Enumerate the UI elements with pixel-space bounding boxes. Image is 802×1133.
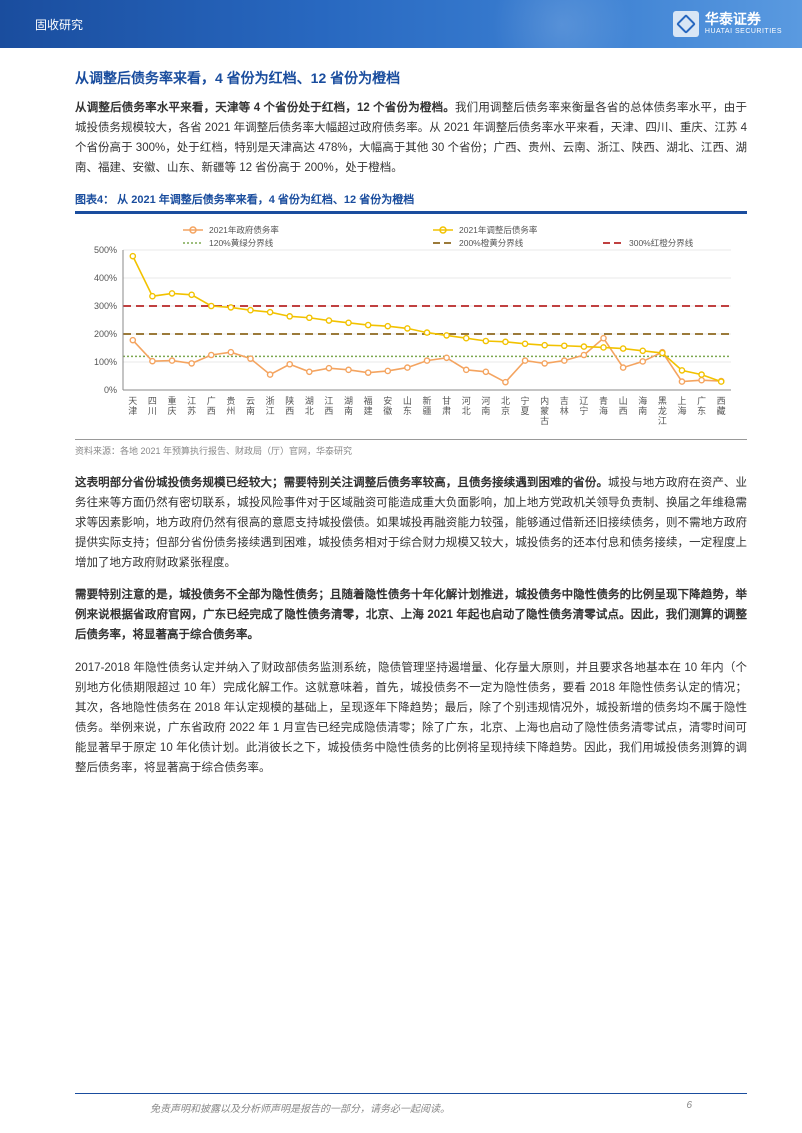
svg-text:宁: 宁 [521, 395, 530, 406]
para3-text: 需要特别注意的是，城投债务不全部为隐性债务；且随着隐性债务十年化解计划推进，城投… [75, 589, 747, 641]
logo-icon [673, 11, 699, 37]
svg-text:黑: 黑 [658, 396, 667, 406]
svg-text:重: 重 [168, 395, 177, 406]
svg-text:西: 西 [207, 406, 216, 416]
svg-text:北: 北 [462, 406, 471, 416]
company-name-en: HUATAI SECURITIES [705, 28, 782, 36]
svg-text:辽: 辽 [579, 396, 588, 406]
svg-text:天: 天 [128, 396, 137, 406]
svg-text:南: 南 [638, 405, 647, 416]
paragraph-4: 2017-2018 年隐性债务认定并纳入了财政部债务监测系统，隐债管理坚持遏增量… [75, 658, 747, 779]
svg-text:藏: 藏 [717, 405, 726, 416]
svg-text:京: 京 [501, 405, 510, 416]
svg-text:徽: 徽 [383, 405, 392, 416]
svg-text:500%: 500% [94, 245, 117, 255]
svg-text:古: 古 [540, 415, 549, 426]
svg-text:州: 州 [226, 406, 235, 416]
svg-text:西: 西 [619, 406, 628, 416]
svg-text:河: 河 [462, 395, 471, 406]
page-content: 从调整后债务率来看，4 省份为红档、12 省份为橙档 从调整后债务率水平来看，天… [0, 48, 802, 800]
svg-text:疆: 疆 [422, 406, 431, 416]
svg-text:海: 海 [638, 395, 647, 406]
svg-text:青: 青 [599, 395, 608, 406]
svg-text:肃: 肃 [442, 405, 451, 416]
page-number: 6 [686, 1100, 692, 1115]
svg-text:200%: 200% [94, 329, 117, 339]
svg-text:2021年调整后债务率: 2021年调整后债务率 [459, 225, 538, 235]
svg-text:西: 西 [285, 406, 294, 416]
svg-text:南: 南 [344, 405, 353, 416]
svg-text:河: 河 [481, 395, 490, 406]
svg-text:蒙: 蒙 [540, 405, 549, 416]
para2-bold: 这表明部分省份城投债务规模已经较大；需要特别关注调整后债务率较高，且债务接续遇到… [75, 477, 608, 489]
svg-text:内: 内 [540, 395, 549, 406]
svg-text:江: 江 [266, 406, 275, 416]
svg-text:东: 东 [403, 405, 412, 416]
svg-text:吉: 吉 [560, 396, 569, 406]
chart-container: 2021年政府债务率 2021年调整后债务率 120%黄绿分界线 200%橙黄分界线 3… [75, 211, 747, 440]
svg-text:上: 上 [677, 396, 686, 406]
svg-text:宁: 宁 [579, 405, 588, 416]
svg-text:湖: 湖 [305, 396, 314, 406]
svg-text:120%黄绿分界线: 120%黄绿分界线 [209, 238, 274, 248]
svg-text:川: 川 [148, 406, 157, 416]
svg-text:苏: 苏 [187, 405, 196, 416]
page-header: 固收研究 华泰证券 HUATAI SECURITIES [0, 0, 802, 48]
doc-category: 固收研究 [35, 16, 83, 33]
svg-text:200%橙黄分界线: 200%橙黄分界线 [459, 238, 524, 248]
svg-text:山: 山 [619, 396, 628, 406]
svg-text:山: 山 [403, 396, 412, 406]
svg-text:广: 广 [697, 395, 706, 406]
chart-title: 图表4： 从 2021 年调整后债务率来看，4 省份为红档、12 省份为橙档 [75, 191, 747, 207]
chart-source: 资料来源：各地 2021 年预算执行报告、财政局（厅）官网，华泰研究 [75, 444, 747, 457]
svg-text:广: 广 [207, 395, 216, 406]
svg-text:湖: 湖 [344, 396, 353, 406]
svg-text:2021年政府债务率: 2021年政府债务率 [209, 225, 279, 235]
section-title: 从调整后债务率来看，4 省份为红档、12 省份为橙档 [75, 68, 747, 88]
svg-text:安: 安 [383, 395, 392, 406]
svg-text:西: 西 [717, 396, 726, 406]
svg-text:300%: 300% [94, 301, 117, 311]
svg-text:北: 北 [305, 406, 314, 416]
svg-text:林: 林 [560, 405, 569, 416]
svg-text:江: 江 [658, 416, 667, 426]
paragraph-2: 这表明部分省份城投债务规模已经较大；需要特别关注调整后债务率较高，且债务接续遇到… [75, 473, 747, 574]
svg-text:南: 南 [481, 405, 490, 416]
company-name-cn: 华泰证券 [705, 12, 782, 27]
svg-text:100%: 100% [94, 357, 117, 367]
svg-text:东: 东 [697, 405, 706, 416]
svg-text:西: 西 [324, 406, 333, 416]
svg-text:400%: 400% [94, 273, 117, 283]
paragraph-3: 需要特别注意的是，城投债务不全部为隐性债务；且随着隐性债务十年化解计划推进，城投… [75, 585, 747, 645]
debt-rate-chart: 2021年政府债务率 2021年调整后债务率 120%黄绿分界线 200%橙黄分界线 3… [75, 222, 747, 432]
svg-text:北: 北 [501, 396, 510, 406]
svg-text:浙: 浙 [266, 395, 275, 406]
svg-text:江: 江 [187, 396, 196, 406]
svg-text:陕: 陕 [285, 395, 294, 406]
svg-text:江: 江 [324, 396, 333, 406]
svg-text:庆: 庆 [168, 405, 177, 416]
svg-text:四: 四 [148, 396, 157, 406]
page-footer: 免责声明和披露以及分析师声明是报告的一部分，请务必一起阅读。 6 [75, 1093, 747, 1115]
svg-text:南: 南 [246, 405, 255, 416]
svg-text:夏: 夏 [521, 406, 530, 416]
para1-bold: 从调整后债务率水平来看，天津等 4 个省份处于红档，12 个省份为橙档。 [75, 102, 455, 114]
company-logo-block: 华泰证券 HUATAI SECURITIES [673, 11, 782, 37]
svg-text:0%: 0% [104, 385, 117, 395]
svg-text:甘: 甘 [442, 395, 451, 406]
svg-text:300%红橙分界线: 300%红橙分界线 [629, 238, 694, 248]
svg-text:云: 云 [246, 396, 255, 406]
paragraph-1: 从调整后债务率水平来看，天津等 4 个省份处于红档，12 个省份为橙档。我们用调… [75, 98, 747, 179]
svg-text:龙: 龙 [658, 405, 667, 416]
svg-text:海: 海 [599, 405, 608, 416]
svg-text:津: 津 [128, 406, 137, 416]
svg-text:贵: 贵 [226, 395, 235, 406]
svg-text:福: 福 [364, 395, 373, 406]
footer-disclaimer: 免责声明和披露以及分析师声明是报告的一部分，请务必一起阅读。 [150, 1100, 450, 1115]
svg-text:建: 建 [364, 405, 373, 416]
svg-text:海: 海 [677, 405, 686, 416]
para2-rest: 城投与地方政府在资产、业务往来等方面仍然有密切联系，城投风险事件对于区域融资可能… [75, 477, 747, 570]
svg-text:新: 新 [422, 395, 431, 406]
